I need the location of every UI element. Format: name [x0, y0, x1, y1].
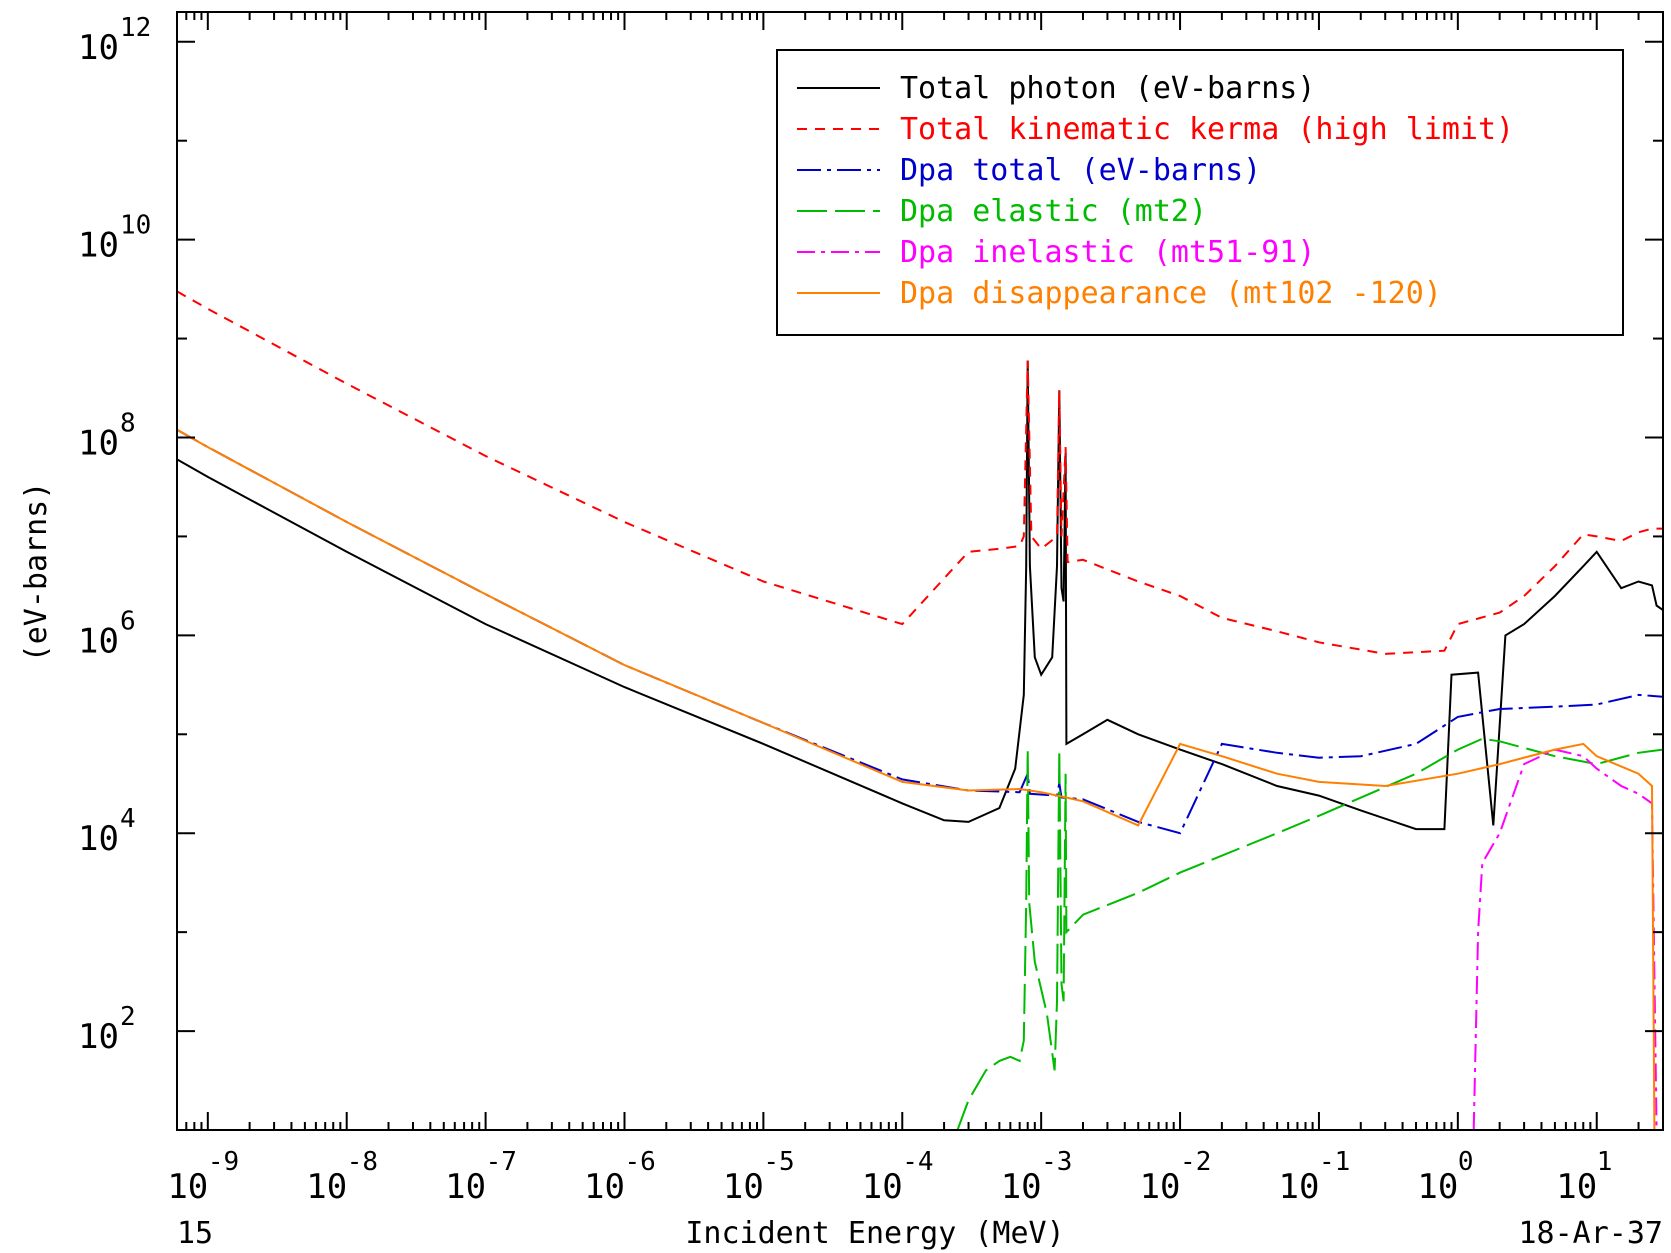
legend-entry-3: Dpa elastic (mt2)	[797, 194, 1207, 229]
footer-left: 15	[177, 1216, 213, 1251]
x-tick-label-9: 100	[1417, 1147, 1473, 1207]
x-tick-label-0: 10-9	[167, 1147, 239, 1207]
svg-text:10: 10	[78, 28, 119, 68]
svg-text:-4: -4	[902, 1147, 933, 1177]
svg-text:10: 10	[78, 423, 119, 463]
svg-text:6: 6	[120, 606, 136, 636]
x-tick-label-10: 101	[1556, 1147, 1612, 1207]
svg-text:-7: -7	[486, 1147, 517, 1177]
legend-label-0: Total photon (eV-barns)	[900, 71, 1315, 106]
svg-text:-8: -8	[347, 1147, 378, 1177]
legend-label-5: Dpa disappearance (mt102 -120)	[900, 276, 1442, 311]
x-tick-label-8: 10-1	[1278, 1147, 1350, 1207]
svg-text:10: 10	[1417, 1167, 1458, 1207]
x-axis-label: Incident Energy (MeV)	[685, 1216, 1064, 1251]
svg-text:-5: -5	[763, 1147, 794, 1177]
legend-entry-4: Dpa inelastic (mt51-91)	[797, 235, 1315, 270]
svg-text:10: 10	[78, 819, 119, 859]
svg-text:12: 12	[120, 13, 151, 43]
legend: Total photon (eV-barns) Total kinematic k…	[776, 49, 1624, 336]
legend-items: Total photon (eV-barns) Total kinematic k…	[797, 71, 1514, 311]
y-axis-label: (eV-barns)	[19, 482, 54, 663]
svg-text:10: 10	[120, 211, 151, 241]
legend-label-3: Dpa elastic (mt2)	[900, 194, 1207, 229]
series-line-5	[177, 428, 1656, 1130]
legend-label-1: Total kinematic kerma (high limit)	[900, 112, 1514, 147]
svg-text:10: 10	[306, 1167, 347, 1207]
svg-text:10: 10	[78, 1017, 119, 1057]
svg-text:10: 10	[78, 621, 119, 661]
legend-entry-1: Total kinematic kerma (high limit)	[797, 112, 1514, 147]
svg-text:-9: -9	[208, 1147, 239, 1177]
series-line-1	[177, 290, 1663, 655]
svg-text:10: 10	[445, 1167, 486, 1207]
legend-box	[776, 49, 1624, 336]
svg-text:-1: -1	[1319, 1147, 1350, 1177]
svg-text:10: 10	[862, 1167, 903, 1207]
svg-text:-3: -3	[1041, 1147, 1072, 1177]
svg-text:10: 10	[1278, 1167, 1319, 1207]
tick-labels-layer: 10-910-810-710-610-510-410-310-210-11001…	[78, 13, 1612, 1207]
svg-text:1: 1	[1597, 1147, 1613, 1177]
svg-text:10: 10	[1001, 1167, 1042, 1207]
svg-text:10: 10	[584, 1167, 625, 1207]
svg-text:10: 10	[1140, 1167, 1181, 1207]
svg-text:10: 10	[78, 226, 119, 266]
x-tick-label-5: 10-4	[862, 1147, 934, 1207]
legend-entry-0: Total photon (eV-barns)	[797, 71, 1315, 106]
plot-frame	[176, 11, 1664, 1131]
y-tick-label-5: 10 12	[78, 13, 151, 68]
svg-text:8: 8	[120, 408, 136, 438]
x-tick-label-7: 10-2	[1140, 1147, 1212, 1207]
ticks-layer	[176, 12, 1664, 1130]
svg-text:10: 10	[1556, 1167, 1597, 1207]
y-tick-label-2: 10 6	[78, 606, 136, 661]
x-tick-label-4: 10-5	[723, 1147, 795, 1207]
svg-text:4: 4	[120, 804, 136, 834]
svg-text:-2: -2	[1180, 1147, 1211, 1177]
svg-text:10: 10	[723, 1167, 764, 1207]
x-tick-label-1: 10-8	[306, 1147, 378, 1207]
legend-label-4: Dpa inelastic (mt51-91)	[900, 235, 1315, 270]
y-tick-label-3: 10 8	[78, 408, 136, 463]
y-tick-label-4: 10 10	[78, 211, 151, 266]
x-tick-label-6: 10-3	[1001, 1147, 1073, 1207]
svg-text:10: 10	[167, 1167, 208, 1207]
legend-entry-2: Dpa total (eV-barns)	[797, 153, 1261, 188]
legend-entry-5: Dpa disappearance (mt102 -120)	[797, 276, 1442, 311]
svg-text:0: 0	[1458, 1147, 1474, 1177]
series-line-0	[177, 360, 1663, 831]
svg-text:-6: -6	[624, 1147, 655, 1177]
series-line-4	[1472, 748, 1658, 1130]
y-tick-label-1: 10 4	[78, 804, 136, 859]
y-tick-label-0: 10 2	[78, 1002, 136, 1057]
legend-label-2: Dpa total (eV-barns)	[900, 153, 1261, 188]
series-layer	[177, 290, 1663, 1130]
footer-right: 18-Ar-37	[1519, 1216, 1664, 1251]
series-line-3	[956, 737, 1663, 1130]
x-tick-label-3: 10-6	[584, 1147, 656, 1207]
svg-text:2: 2	[120, 1002, 136, 1032]
x-tick-label-2: 10-7	[445, 1147, 517, 1207]
